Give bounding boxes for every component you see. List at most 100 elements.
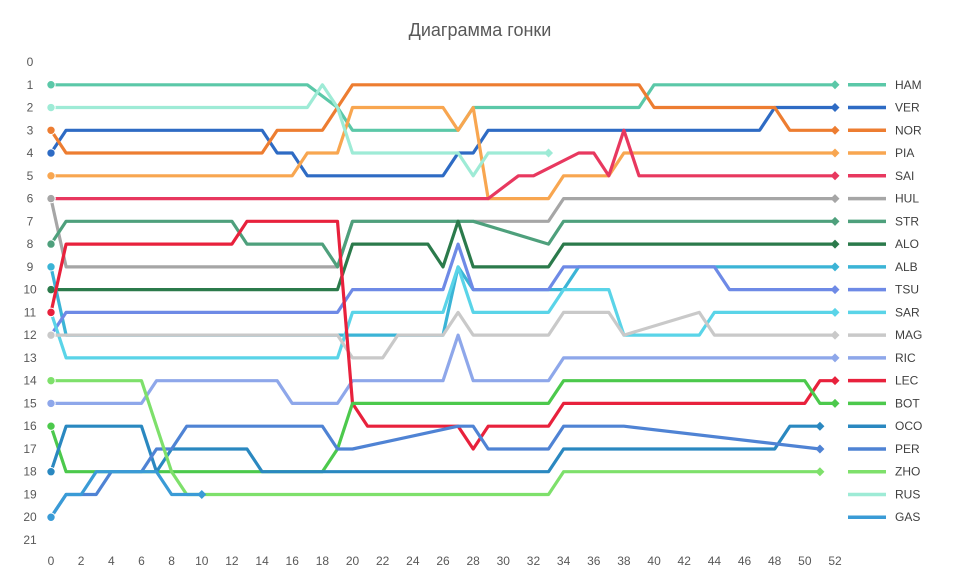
x-tick-label: 34 [557,554,571,568]
series-end-point-alb [830,262,840,272]
x-tick-label: 28 [466,554,480,568]
series-end-point-nor [830,125,840,135]
y-tick-label: 8 [27,237,34,251]
x-tick-label: 32 [527,554,541,568]
x-tick-label: 22 [376,554,390,568]
series-line-hul [49,197,837,269]
x-tick-label: 18 [316,554,330,568]
series-start-point-pia [46,171,56,181]
series-start-point-zho [46,375,56,386]
legend-label-zho: ZHO [895,465,920,479]
legend-label-ham: HAM [895,78,922,92]
series-line-mag [49,310,837,360]
series-start-point-ham [46,80,56,90]
y-tick-label: 17 [23,442,37,456]
y-tick-label: 20 [23,510,37,524]
x-tick-label: 4 [108,554,115,568]
y-tick-label: 9 [27,260,34,274]
series-start-point-hul [46,193,56,204]
x-tick-label: 24 [406,554,420,568]
series-line-sai [49,128,837,201]
series-line-alb [49,265,837,337]
x-tick-label: 40 [647,554,661,568]
x-tick-label: 42 [678,554,692,568]
x-tick-label: 30 [497,554,511,568]
series-layer [46,80,840,522]
x-tick-label: 0 [48,554,55,568]
legend-label-alo: ALO [895,237,919,251]
x-tick-label: 10 [195,554,209,568]
legend-label-rus: RUS [895,487,920,501]
x-tick-label: 48 [768,554,782,568]
y-tick-label: 13 [23,351,37,365]
x-axis-ticks: 0 2 4 6 8 10 12 14 16 18 20 22 24 26 28 30 32 34 36 38 40 42 4… [48,554,842,568]
series-end-point-hul [830,194,840,204]
x-tick-label: 36 [587,554,601,568]
series-end-point-ham [830,80,840,90]
y-tick-label: 1 [27,78,34,92]
legend-label-bot: BOT [895,396,920,410]
series-line-lec [49,219,837,451]
series-end-point-gas [197,489,207,499]
series-line-ric [49,333,837,405]
series-end-point-rus [544,148,554,158]
series-line-rus [49,83,551,178]
y-tick-label: 12 [23,328,37,342]
series-start-point-oco [46,467,56,477]
series-start-point-ver [46,148,56,158]
series-start-point-alb [46,262,56,272]
x-tick-label: 52 [828,554,842,568]
series-end-point-mag [830,330,840,340]
legend-label-hul: HUL [895,192,919,206]
series-line-bot [49,379,837,474]
legend-label-str: STR [895,214,919,228]
x-tick-label: 8 [168,554,175,568]
series-start-point-lec [46,307,56,318]
series-line-alo [49,219,837,292]
series-end-point-sai [830,171,840,181]
legend-label-oco: OCO [895,419,922,433]
legend-label-sar: SAR [895,305,920,319]
y-tick-label: 5 [27,169,34,183]
legend-label-lec: LEC [895,374,919,388]
series-end-point-sar [830,307,840,317]
series-end-point-str [830,216,840,226]
series-line-nor [49,83,837,155]
y-tick-label: 19 [23,487,37,501]
y-tick-label: 16 [23,419,37,433]
legend-label-tsu: TSU [895,283,919,297]
y-tick-label: 21 [23,533,37,547]
y-tick-label: 0 [27,55,34,69]
x-tick-label: 46 [738,554,752,568]
series-end-point-ver [830,103,840,113]
series-start-point-str [46,239,56,249]
series-line-tsu [49,242,837,337]
legend-label-per: PER [895,442,920,456]
legend-label-ver: VER [895,101,920,115]
series-end-point-alo [830,239,840,249]
series-line-str [49,219,837,269]
y-tick-label: 3 [27,123,34,137]
legend-label-sai: SAI [895,169,914,183]
chart-title: Диаграмма гонки [409,20,552,40]
x-tick-label: 20 [346,554,360,568]
legend-label-ric: RIC [895,351,916,365]
x-tick-label: 14 [255,554,269,568]
y-tick-label: 11 [24,305,37,319]
series-line-gas [49,470,204,519]
legend: HAM VER NOR PIA SAI HUL STR ALO ALB TSU SAR MAG RIC L… [848,78,922,524]
series-end-point-ric [830,353,840,363]
x-tick-label: 50 [798,554,812,568]
series-line-zho [49,379,822,497]
series-line-pia [49,105,837,201]
legend-label-pia: PIA [895,146,914,160]
series-start-point-ric [46,398,56,409]
y-tick-label: 14 [23,374,37,388]
series-end-point-tsu [830,285,840,295]
series-end-point-bot [830,398,840,408]
y-tick-label: 7 [27,214,34,228]
x-tick-label: 2 [78,554,85,568]
x-tick-label: 12 [225,554,239,568]
legend-label-mag: MAG [895,328,922,342]
